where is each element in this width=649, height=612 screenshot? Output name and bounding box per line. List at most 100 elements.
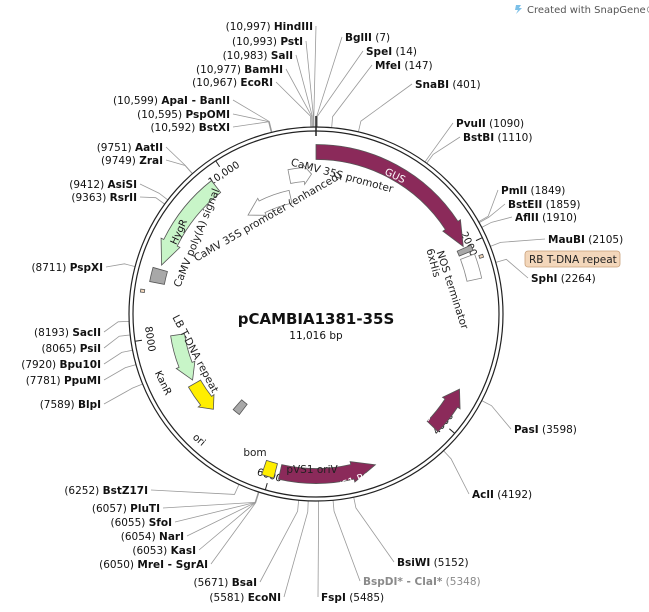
site-sfoi: (6055) SfoI	[110, 517, 172, 529]
site-line-kasi	[198, 491, 260, 551]
site-line-hindiii	[313, 25, 317, 128]
site-line-bsiwi	[353, 497, 395, 563]
site-line-apai-banii	[232, 99, 273, 133]
map-title: pCAMBIA1381-35S	[238, 310, 395, 328]
site-bstbi: BstBI (1110)	[463, 132, 532, 144]
site-bamhi: (10,977) BamHI	[196, 64, 283, 76]
feature-ori	[187, 379, 215, 410]
site-line-acli	[443, 450, 470, 495]
tick-mark	[449, 428, 456, 434]
site-line-ecori	[275, 81, 312, 128]
site-line-ppumi	[103, 364, 137, 381]
site-pasi: PasI (3598)	[514, 424, 577, 436]
feature-camv-35s-promoter-enhanced	[247, 189, 293, 216]
site-blpi: (7589) BlpI	[40, 399, 101, 411]
site-line-sacii	[103, 320, 130, 333]
site-line-snabi	[358, 83, 413, 132]
feature-label-bom: bom	[243, 447, 266, 459]
site-bsteii: BstEII (1859)	[508, 199, 581, 211]
feature-label-kanr: KanR	[152, 369, 173, 397]
feature-rb-t-dna-repeat	[478, 253, 485, 259]
tick-mark	[264, 482, 268, 490]
site-aflii: AflII (1910)	[515, 212, 577, 224]
site-bstz17i: (6252) BstZ17I	[64, 485, 148, 497]
site-ecori: (10,967) EcoRI	[192, 77, 273, 89]
site-line-bsai	[259, 500, 300, 583]
site-line-fspi	[317, 500, 319, 598]
feature-nos-terminator	[459, 253, 483, 282]
site-line-maubi	[490, 238, 546, 247]
site-line-bglii	[316, 36, 343, 128]
site-nari: (6054) NarI	[121, 531, 184, 543]
feature-gus	[315, 144, 464, 248]
site-sacii: (8193) SacII	[34, 327, 101, 339]
site-fspi: FspI (5485)	[321, 592, 384, 604]
site-aatii: (9751) AatII	[97, 142, 163, 154]
site-line-bstbi	[426, 136, 461, 164]
site-pspxi: (8711) PspXI	[31, 262, 103, 274]
site-mrei-sgrai: (6050) MreI - SgrAI	[99, 559, 208, 571]
site-apai-banii: (10,599) ApaI - BanII	[113, 95, 230, 107]
site-sali: (10,983) SalI	[223, 50, 293, 62]
site-line-bstz17i	[150, 484, 240, 495]
site-line-pmli	[478, 189, 499, 223]
site-asisi: (9412) AsiSI	[69, 179, 137, 191]
site-line-mrei-sgrai	[210, 492, 260, 565]
site-line-zrai	[165, 159, 193, 175]
site-line-spei	[317, 50, 364, 128]
tick-mark	[475, 237, 483, 242]
site-acli: AclI (4192)	[472, 489, 532, 501]
site-line-pasi	[481, 400, 512, 430]
site-pmli: PmlI (1849)	[501, 185, 565, 197]
site-line-bspdi-clai	[332, 500, 361, 582]
site-psii: (8065) PsiI	[41, 343, 101, 355]
site-line-asisi	[139, 183, 169, 201]
site-kasi: (6053) KasI	[132, 545, 196, 557]
feature-pvs1-repa	[277, 461, 377, 484]
site-mfei: MfeI (147)	[375, 60, 433, 72]
site-line-bstxi	[232, 121, 272, 133]
feature-bom	[232, 399, 248, 416]
snapgene-badge-text: Created with SnapGene®	[527, 5, 649, 16]
feature-camv-poly-a-signal	[149, 266, 168, 285]
site-line-mfei	[331, 64, 373, 128]
feature-6xhis	[456, 244, 474, 257]
site-connectors	[103, 25, 546, 598]
site-line-sphi	[495, 258, 529, 279]
feature-hygr	[160, 180, 222, 266]
tick-mark	[215, 160, 221, 168]
tick-label: 8000	[142, 326, 157, 353]
feature-pvs1-oriv	[261, 459, 278, 479]
site-line-bsteii	[478, 203, 506, 223]
tick-mark	[134, 339, 143, 342]
feature-kanr	[170, 333, 196, 381]
site-line-pvuii	[424, 122, 454, 163]
site-snabi: SnaBI (401)	[415, 79, 481, 91]
site-line-blpi	[103, 383, 143, 405]
site-line-rsrii	[139, 196, 165, 205]
rb-tdna-label: RB T-DNA repeat	[529, 254, 617, 266]
rb-tdna-callout: RB T-DNA repeat	[524, 250, 621, 268]
feature-lb-t-dna-repeat	[139, 288, 146, 293]
site-line-aflii	[481, 216, 513, 228]
site-pvuii: PvuII (1090)	[456, 118, 524, 130]
site-zrai: (9749) ZraI	[101, 155, 163, 167]
snapgene-icon	[515, 5, 522, 14]
site-bspdi-clai: BspDI* - ClaI* (5348)	[363, 576, 481, 588]
site-rsrii: (9363) RsrII	[71, 192, 137, 204]
site-line-sali	[295, 54, 313, 128]
site-bsai: (5671) BsaI	[193, 577, 257, 589]
site-pspomi: (10,595) PspOMI	[137, 109, 230, 121]
site-bstxi: (10,592) BstXI	[150, 122, 230, 134]
site-line-pluti	[162, 491, 259, 509]
feature-pvs1-staa	[426, 388, 461, 433]
site-line-pspomi	[232, 113, 272, 133]
site-sphi: SphI (2264)	[531, 273, 596, 285]
site-line-bpu10i	[103, 349, 133, 365]
site-line-econi	[283, 500, 309, 598]
site-econi: (5581) EcoNI	[209, 592, 281, 604]
snapgene-badge[interactable]: Created with SnapGene®	[515, 5, 649, 16]
map-length: 11,016 bp	[289, 330, 343, 342]
site-psti: (10,993) PstI	[232, 36, 303, 48]
site-ppumi: (7781) PpuMI	[26, 375, 101, 387]
